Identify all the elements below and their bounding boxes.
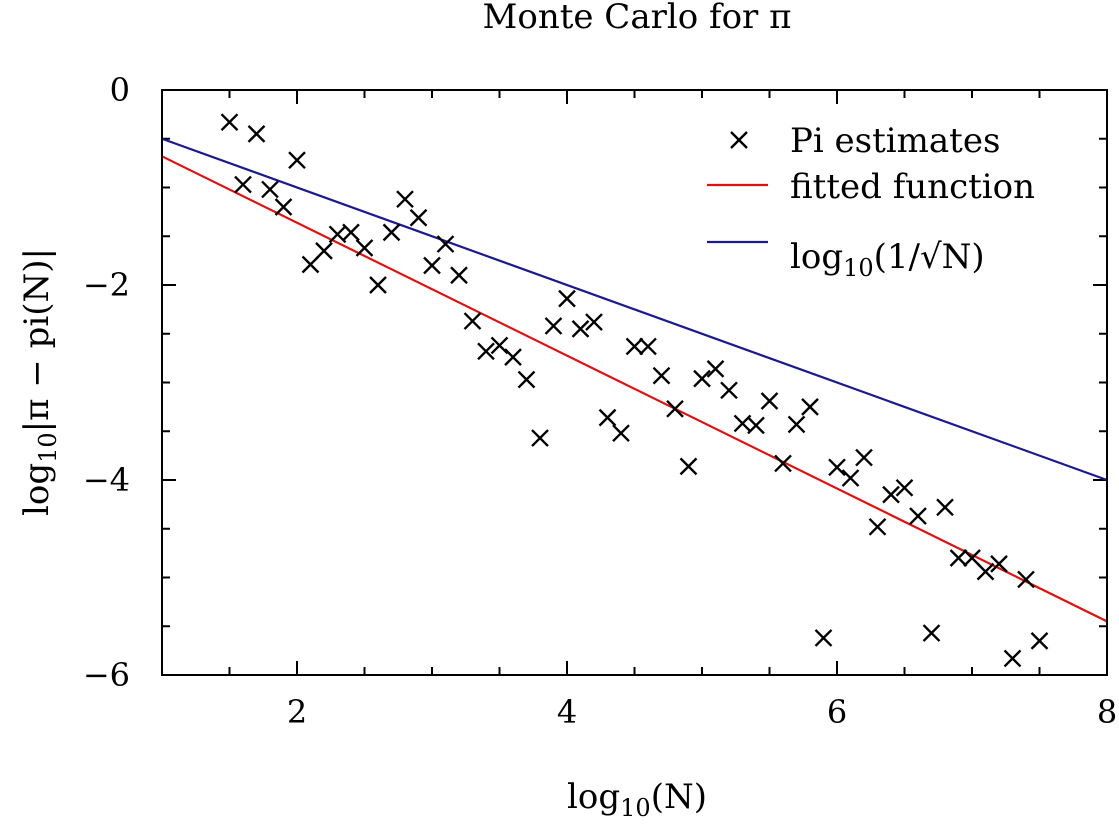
y-tick-label: 0 bbox=[110, 71, 130, 109]
y-axis-label-arg: |π − pi(N)| bbox=[17, 248, 57, 432]
y-tick-label: −2 bbox=[83, 266, 130, 304]
x-axis-label-arg: (N) bbox=[651, 777, 707, 817]
data-point bbox=[814, 629, 833, 647]
data-point bbox=[936, 498, 954, 517]
data-point bbox=[666, 399, 684, 418]
data-point bbox=[477, 342, 495, 361]
data-point bbox=[450, 266, 468, 285]
axis-ticks bbox=[161, 89, 1108, 676]
data-point bbox=[639, 337, 657, 356]
y-tick-label: −4 bbox=[83, 461, 130, 499]
data-point bbox=[855, 448, 873, 467]
legend: Pi estimates fitted function log10(1/√N) bbox=[707, 121, 1035, 282]
x-tick-label: 8 bbox=[1097, 693, 1117, 731]
data-points bbox=[220, 113, 1049, 668]
data-point bbox=[369, 276, 387, 294]
data-point bbox=[652, 366, 671, 385]
legend-label-reference-sub: 10 bbox=[843, 254, 874, 282]
data-point bbox=[774, 454, 792, 473]
y-axis-label-sub: 10 bbox=[34, 432, 62, 463]
data-point bbox=[396, 190, 414, 209]
legend-label-fitted-function: fitted function bbox=[790, 167, 1035, 207]
data-point bbox=[990, 555, 1008, 573]
data-point bbox=[247, 125, 266, 143]
legend-label-reference: log10(1/√N) bbox=[790, 237, 985, 282]
data-point bbox=[976, 562, 995, 581]
data-point bbox=[693, 369, 711, 388]
data-point bbox=[463, 312, 482, 330]
data-point bbox=[882, 485, 900, 504]
fitted-function-line bbox=[161, 155, 1108, 623]
data-point bbox=[747, 416, 765, 435]
series-lines bbox=[161, 137, 1108, 623]
data-point bbox=[220, 113, 239, 132]
data-point bbox=[409, 208, 428, 227]
data-point bbox=[355, 239, 374, 257]
data-point bbox=[342, 223, 360, 242]
data-point bbox=[625, 337, 644, 356]
y-axis-label: log10|π − pi(N)| bbox=[17, 248, 62, 516]
legend-marker-pi-estimates bbox=[730, 131, 748, 149]
y-tick-label: −6 bbox=[83, 656, 130, 694]
data-point bbox=[382, 223, 401, 242]
data-point bbox=[841, 469, 860, 487]
plot-frame bbox=[161, 89, 1108, 676]
data-point bbox=[720, 381, 738, 400]
data-point bbox=[949, 549, 968, 567]
data-point bbox=[828, 458, 846, 477]
data-point bbox=[706, 360, 725, 378]
legend-label-pi-estimates: Pi estimates bbox=[790, 121, 1000, 161]
x-axis-label: log10(N) bbox=[567, 777, 707, 822]
data-point bbox=[760, 392, 779, 410]
data-point bbox=[963, 549, 981, 567]
legend-label-reference-arg: (1/√N) bbox=[874, 237, 985, 277]
data-point bbox=[598, 408, 617, 427]
x-tick-label: 4 bbox=[557, 693, 577, 731]
data-point bbox=[868, 517, 887, 536]
data-point bbox=[490, 336, 509, 355]
data-point bbox=[1017, 570, 1035, 589]
data-point bbox=[801, 398, 819, 416]
x-tick-label: 6 bbox=[827, 693, 847, 731]
data-point bbox=[517, 370, 536, 389]
data-point bbox=[234, 175, 252, 194]
x-tick-label: 2 bbox=[287, 693, 307, 731]
legend-label-reference-base: log bbox=[790, 237, 843, 277]
data-point bbox=[288, 151, 306, 170]
data-point bbox=[612, 424, 630, 443]
data-point bbox=[558, 289, 576, 308]
data-point bbox=[679, 457, 698, 476]
reference-line bbox=[161, 137, 1108, 482]
data-point bbox=[261, 180, 279, 199]
data-point bbox=[423, 256, 441, 275]
data-point bbox=[544, 317, 563, 335]
data-point bbox=[531, 429, 549, 447]
x-axis-label-base: log bbox=[567, 777, 620, 817]
data-point bbox=[922, 624, 941, 642]
tick-labels: 2 4 6 8 0 −2 −4 −6 bbox=[83, 71, 1117, 731]
data-point bbox=[436, 235, 455, 253]
data-point bbox=[1003, 649, 1022, 668]
x-axis-label-sub: 10 bbox=[620, 794, 651, 822]
data-point bbox=[585, 313, 603, 331]
data-point bbox=[895, 478, 914, 497]
data-point bbox=[787, 415, 806, 434]
data-point bbox=[301, 255, 320, 274]
chart-title: Monte Carlo for π bbox=[483, 0, 792, 37]
data-point bbox=[909, 507, 927, 525]
data-point bbox=[315, 242, 333, 260]
data-point bbox=[274, 198, 293, 216]
data-point bbox=[504, 348, 522, 366]
y-axis-label-base: log bbox=[17, 463, 57, 516]
plot-area: 2 4 6 8 0 −2 −4 −6 bbox=[83, 71, 1117, 731]
data-point bbox=[571, 320, 590, 338]
data-point bbox=[1030, 632, 1049, 650]
